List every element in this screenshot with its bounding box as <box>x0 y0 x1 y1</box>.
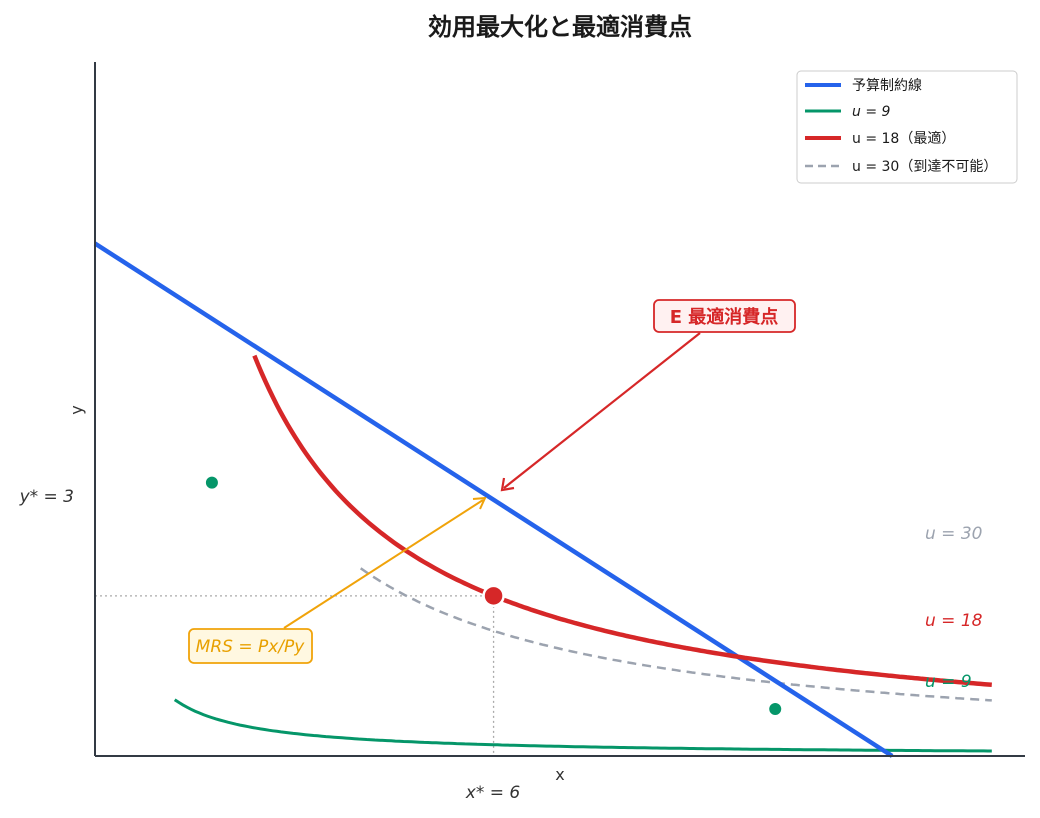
optimum-box-text: E 最適消費点 <box>670 306 779 328</box>
optimum-box <box>653 299 796 333</box>
mrs-arrow-line <box>283 499 484 629</box>
x-axis-label: x <box>555 765 564 784</box>
label-u30: u = 30 <box>925 524 982 544</box>
label-u18: u = 18 <box>925 611 983 631</box>
legend: 予算制約線 u = 9 u = 18（最適） u = 30（到達不可能） <box>796 70 1018 184</box>
y-optimum-tick: y* = 3 <box>19 487 74 507</box>
chart-title: 効用最大化と最適消費点 <box>428 13 692 41</box>
label-u9: u = 9 <box>925 672 972 692</box>
mrs-box-text: MRS = Px/Py <box>196 637 306 657</box>
legend-entry-u30: u = 30（到達不可能） <box>852 159 997 175</box>
optimum-arrow-head <box>500 477 515 492</box>
legend-entry-budget: 予算制約線 <box>852 78 922 94</box>
x-optimum-tick: x* = 6 <box>465 783 521 803</box>
optimum-point <box>482 584 505 608</box>
mrs-box <box>188 628 313 664</box>
mrs-annotation: MRS = Px/Py <box>188 496 487 664</box>
curve-u18 <box>252 354 992 688</box>
intersection-point-1 <box>203 474 220 491</box>
mrs-arrow-head <box>472 496 487 510</box>
curve-u30 <box>359 567 992 702</box>
optimum-arrow-line <box>503 332 701 489</box>
legend-entry-u18: u = 18（最適） <box>852 130 955 147</box>
legend-entry-u9: u = 9 <box>852 104 891 120</box>
optimum-annotation: E 最適消費点 <box>500 299 796 492</box>
budget-line <box>93 241 894 758</box>
curve-u9 <box>173 698 992 753</box>
intersection-point-2 <box>767 701 784 718</box>
legend-frame <box>796 70 1018 184</box>
plot-area <box>93 241 992 758</box>
y-axis-label: y <box>67 405 86 414</box>
